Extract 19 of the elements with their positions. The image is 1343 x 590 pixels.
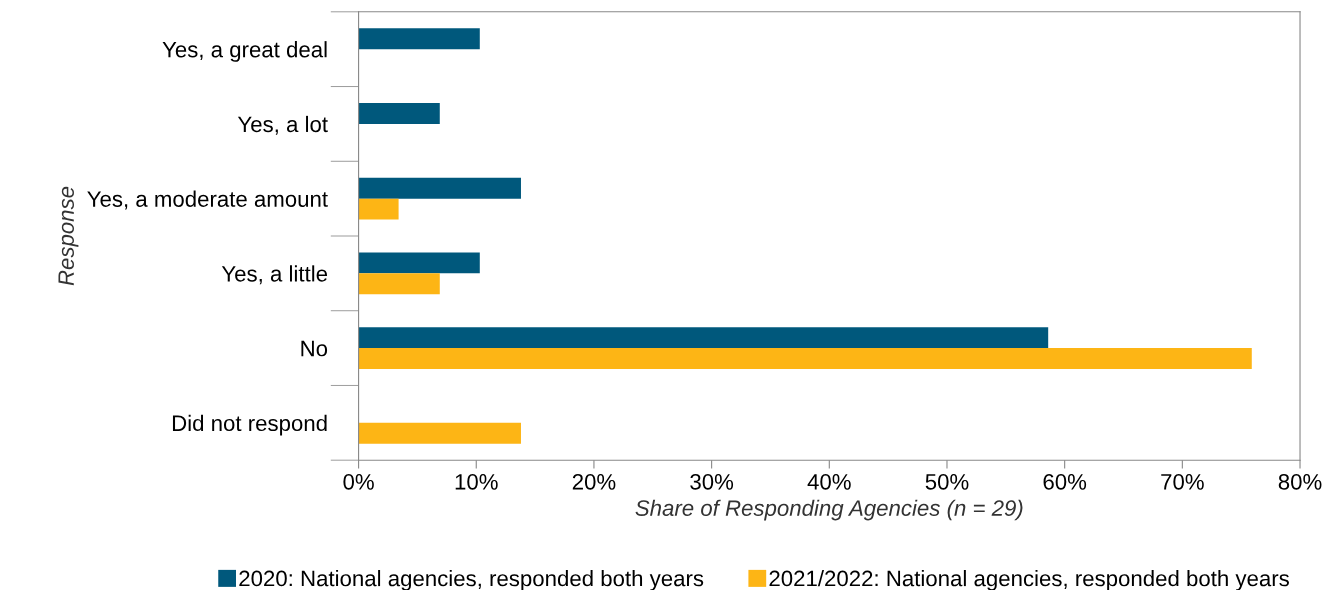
x-tick-label: 30% <box>690 473 734 490</box>
x-tick-label: 20% <box>572 473 616 490</box>
x-tick-label: 60% <box>1043 473 1087 490</box>
y-tick-label: No <box>301 340 328 357</box>
y-tick-label: Yes, a little <box>221 265 328 285</box>
x-tick-label: 70% <box>1161 473 1204 490</box>
x-tick-label: 40% <box>807 473 851 490</box>
x-tick-label: 80% <box>1278 473 1322 490</box>
y-tick-label: Yes, a lot <box>237 115 328 135</box>
y-tick-label: Yes, a moderate amount <box>87 190 328 210</box>
legend-label: 2021/2022: National agencies, responded both years <box>769 570 1289 590</box>
y-tick-label: Did not respond <box>172 414 327 436</box>
x-tick-label: 10% <box>455 473 498 490</box>
y-tick-label: Yes, a great deal <box>162 41 327 62</box>
legend-label: 2020: National agencies, responded both years <box>239 570 704 590</box>
x-tick-label: 0% <box>343 473 374 490</box>
y-axis-title: Response <box>58 186 79 286</box>
x-axis-title: Share of Responding Agencies (n = 29) <box>635 499 1023 521</box>
x-tick-label: 50% <box>925 473 969 490</box>
